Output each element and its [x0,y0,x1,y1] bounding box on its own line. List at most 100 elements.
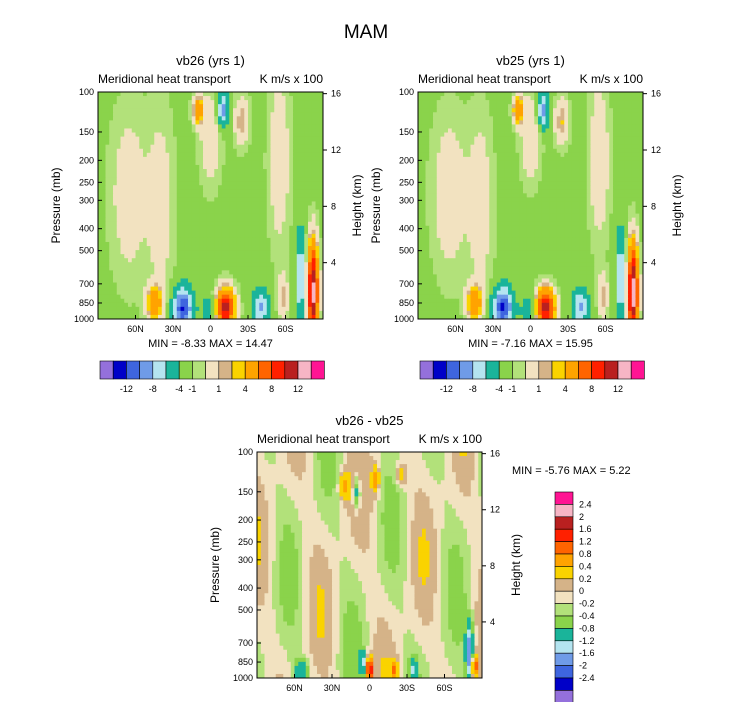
field-cell [281,205,286,210]
field-cell [451,185,456,190]
field-cell [116,160,121,166]
field-cell [474,104,479,109]
field-cell [511,104,516,109]
field-cell [225,100,230,105]
field-cell [266,152,271,158]
field-cell [255,221,260,227]
field-cell [429,152,434,158]
field-cell [631,152,636,158]
field-cell [255,282,260,287]
field-cell [613,193,618,198]
field-cell [139,213,144,219]
field-cell [545,116,550,121]
field-cell [293,140,298,146]
field-cell [270,306,275,312]
field-cell [433,128,438,133]
field-cell [296,160,301,166]
field-cell [188,205,193,210]
field-cell [519,112,524,117]
field-cell [504,120,509,125]
field-cell [631,92,636,97]
field-cell [131,116,136,121]
field-cell [266,254,271,259]
field-cell [481,160,486,166]
field-cell [308,181,313,186]
field-cell [616,169,621,174]
field-cell [474,144,479,150]
field-cell [248,164,253,170]
field-cell [113,221,118,227]
field-cell [478,169,483,174]
field-cell [135,189,140,194]
field-cell [210,225,215,231]
field-cell [300,258,305,263]
field-cell [485,100,490,105]
field-cell [571,104,576,109]
field-cell [154,136,159,142]
field-cell [240,294,245,300]
field-cell [541,100,546,105]
field-cell [474,160,479,166]
field-cell [109,152,114,158]
field-cell [225,189,230,194]
field-cell [105,181,110,186]
field-cell [210,136,215,142]
field-cell [293,250,298,255]
colorbar-box [310,360,325,380]
field-cell [440,104,445,109]
field-cell [124,108,129,113]
field-cell [248,278,253,283]
field-cell [221,241,226,247]
field-cell [523,156,528,162]
field-cell [300,120,305,125]
field-cell [459,181,464,186]
field-cell [571,160,576,166]
field-cell [620,185,625,190]
field-cell [105,193,110,198]
field-cell [184,298,189,304]
field-cell [311,108,316,113]
field-cell [221,164,226,170]
field-cell [266,286,271,292]
field-cell [583,148,588,154]
field-cell [188,258,193,263]
field-cell [188,217,193,223]
field-cell [530,100,535,105]
field-cell [233,181,238,186]
field-cell [541,189,546,194]
field-cell [173,298,178,304]
field-cell [255,294,260,300]
field-cell [101,282,106,287]
field-cell [195,258,200,263]
field-cell [296,266,301,271]
field-cell [300,148,305,154]
y-tick-label: 500 [79,246,94,256]
field-cell [191,213,196,219]
field-cell [274,250,279,255]
field-cell [135,221,140,227]
field-cell [315,290,320,296]
field-cell [109,229,114,235]
field-cell [135,169,140,174]
field-cell [526,132,531,137]
field-cell [143,254,148,259]
field-cell [98,201,103,206]
field-cell [425,181,430,186]
field-cell [225,104,230,109]
field-cell [131,92,136,97]
field-cell [229,181,234,186]
field-cell [188,116,193,121]
field-cell [233,250,238,255]
field-cell [218,132,223,137]
field-cell [143,132,148,137]
field-cell [319,160,324,166]
field-cell [248,104,253,109]
field-cell [293,209,298,214]
field-cell [195,278,200,283]
field-cell [281,298,286,304]
field-cell [493,152,498,158]
field-cell [293,205,298,210]
field-cell [575,112,580,117]
field-cell [308,104,313,109]
field-cell [613,148,618,154]
